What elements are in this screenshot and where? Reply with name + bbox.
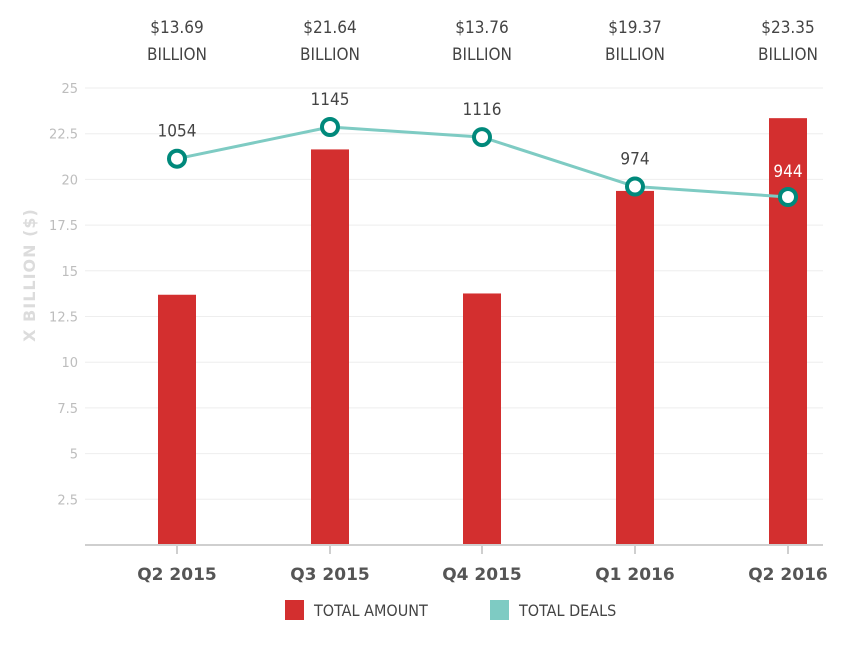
- bar: [158, 294, 196, 545]
- legend-item-amount: TOTAL AMOUNT: [285, 600, 428, 620]
- legend-swatch-amount: [285, 600, 304, 620]
- y-tick-label: 22.5: [49, 128, 78, 143]
- deals-point: [320, 117, 340, 137]
- x-tick-label: Q2 2016: [748, 565, 828, 585]
- y-tick-label: 2.5: [57, 493, 78, 508]
- bars: [158, 118, 807, 546]
- x-tick-label: Q1 2016: [595, 565, 675, 585]
- bar: [463, 293, 501, 545]
- deals-label: 1116: [463, 100, 502, 120]
- deals-line: [167, 117, 798, 207]
- y-tick-label: 25: [61, 82, 78, 97]
- y-tick-label: 20: [61, 173, 78, 188]
- bar: [311, 149, 349, 545]
- y-tick-label: 12.5: [49, 311, 78, 326]
- bar-label-unit: BILLION: [605, 45, 665, 65]
- deals-point: [778, 187, 798, 207]
- x-tick-label: Q3 2015: [290, 565, 370, 585]
- deals-label: 1054: [158, 122, 197, 142]
- y-tick-label: 5: [70, 448, 78, 463]
- bar-value-labels: $13.69 BILLION $21.64 BILLION $13.76 BILLION $…: [147, 18, 818, 65]
- x-tick-label: Q2 2015: [137, 565, 217, 585]
- y-tick-label: 10: [61, 356, 78, 371]
- bar-label-amount: $21.64: [303, 18, 357, 38]
- grid-lines: [85, 87, 823, 500]
- deals-label: 974: [620, 150, 649, 170]
- deals-label: 944: [773, 162, 802, 182]
- deals-point: [167, 148, 187, 169]
- bar-label-amount: $13.76: [455, 18, 509, 38]
- x-tick-label: Q4 2015: [442, 565, 522, 585]
- deals-point: [472, 127, 492, 148]
- y-axis-ticks: 2.5 5 7.5 10 12.5 15 17.5 20 22.5 25: [49, 82, 78, 508]
- bar: [616, 190, 654, 546]
- bar-label-amount: $19.37: [608, 18, 662, 38]
- y-tick-label: 17.5: [49, 219, 78, 234]
- legend-item-deals: TOTAL DEALS: [490, 600, 616, 620]
- bar-label-unit: BILLION: [147, 45, 207, 65]
- deal-labels: 1054 1145 1116 974 944: [158, 90, 803, 182]
- bar-label-unit: BILLION: [452, 45, 512, 65]
- legend: TOTAL AMOUNT TOTAL DEALS: [0, 600, 851, 624]
- y-tick-label: 15: [61, 265, 78, 280]
- bar-label-amount: $13.69: [150, 18, 204, 38]
- bar-label-unit: BILLION: [758, 45, 818, 65]
- legend-label-amount: TOTAL AMOUNT: [314, 600, 428, 620]
- x-axis-ticks: Q2 2015 Q3 2015 Q4 2015 Q1 2016 Q2 2016: [137, 545, 828, 585]
- bar-label-amount: $23.35: [761, 18, 815, 38]
- deals-point: [625, 176, 645, 197]
- bar-label-unit: BILLION: [300, 45, 360, 65]
- legend-label-deals: TOTAL DEALS: [519, 600, 617, 620]
- y-axis-label: X BILLION ($): [20, 208, 39, 342]
- deals-label: 1145: [311, 90, 350, 110]
- legend-swatch-deals: [490, 600, 509, 620]
- bar: [769, 118, 807, 546]
- y-tick-label: 7.5: [57, 402, 78, 417]
